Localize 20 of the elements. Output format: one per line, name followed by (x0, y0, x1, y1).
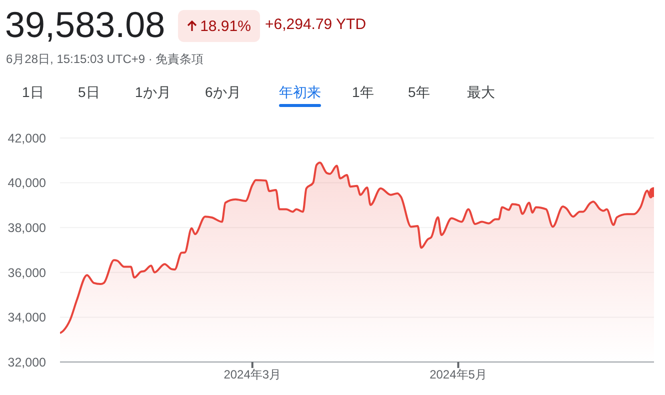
text: 年初来 (279, 84, 321, 102)
text: 18.91% (200, 18, 251, 34)
text: +6,294.79 YTD (265, 16, 366, 33)
text: 5日 (78, 84, 100, 102)
chart-subtitle: 6月28日, 15:15:03 UTC+9 · 免責条項 (6, 51, 204, 68)
y-tick-label: 32,000 (8, 355, 46, 370)
text: 最大 (467, 84, 495, 102)
y-tick-label: 38,000 (8, 221, 46, 236)
text: 5年 (408, 84, 430, 102)
y-tick-label: 36,000 (8, 266, 46, 280)
x-tick-label: 2024年5月 (430, 368, 487, 382)
y-tick-label: 40,000 (8, 176, 46, 190)
text: 1か月 (135, 84, 171, 102)
y-tick-label: 34,000 (8, 310, 46, 325)
text: 6か月 (205, 84, 241, 102)
chart-title: 39,583.08 (5, 3, 166, 47)
text: 1日 (22, 84, 44, 102)
text: 1年 (352, 84, 374, 102)
y-tick-label: 42,000 (8, 131, 46, 146)
x-tick-label: 2024年3月 (224, 368, 282, 382)
